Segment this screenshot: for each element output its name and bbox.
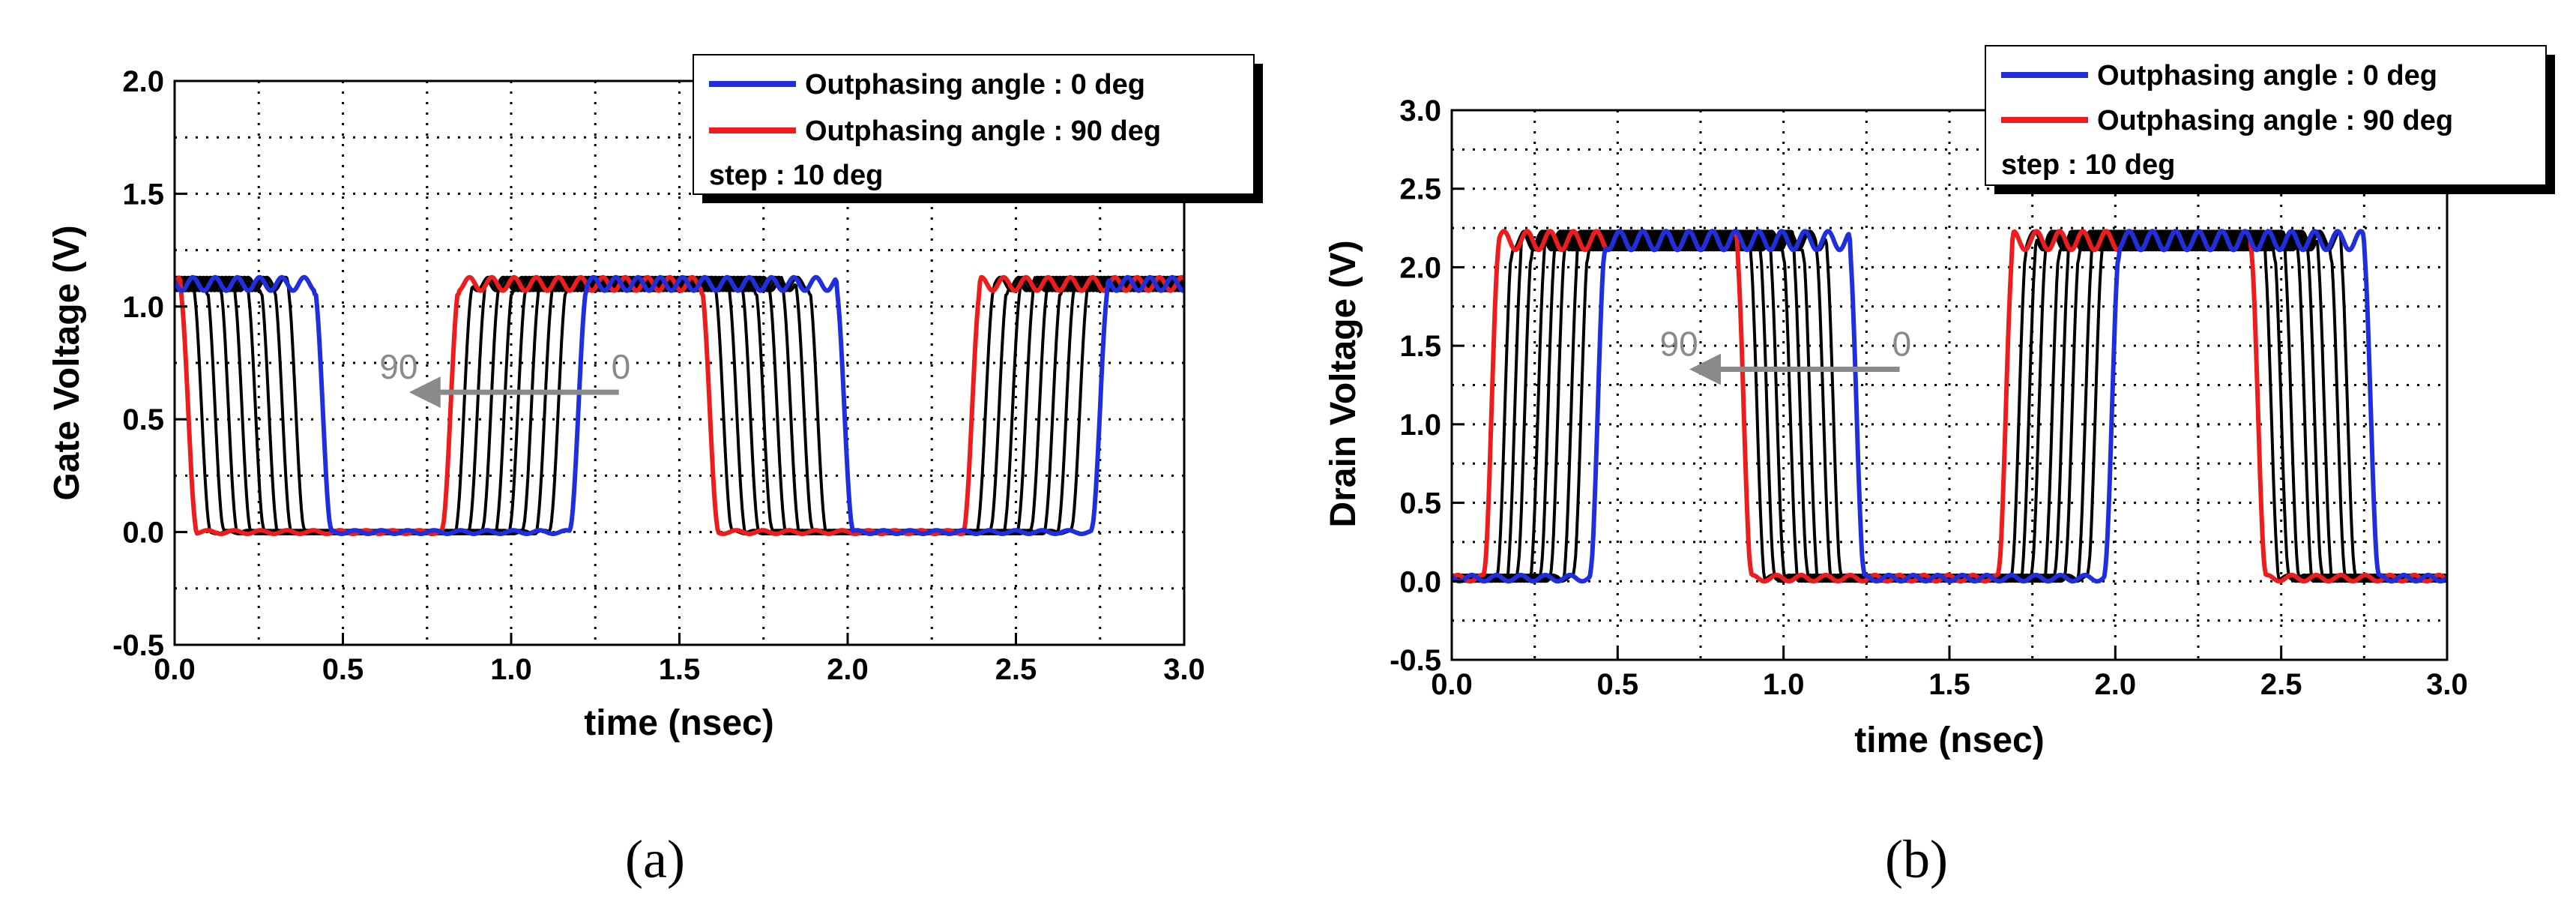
y-tick-label: 0.5 (122, 403, 164, 436)
x-tick-label: 0.0 (154, 653, 196, 686)
x-tick-label: 2.0 (2095, 668, 2137, 701)
x-tick-label: 1.5 (659, 653, 701, 686)
panel-b-drain-voltage-chart: 0.0 0.5 1.0 1.5 2.0 2.5 3.0-0.50.00.51.01.52.0… (1324, 45, 2555, 889)
x-tick-label: 2.5 (995, 653, 1037, 686)
legend-step-label: step : 10 deg (2001, 149, 2175, 181)
y-tick-label: 1.5 (122, 178, 164, 211)
y-tick-label: -0.5 (1390, 644, 1441, 677)
y-tick-label: 3.0 (1399, 94, 1441, 127)
x-tick-label: 0.0 (1431, 668, 1473, 701)
series-group (1452, 229, 2447, 584)
series-group (175, 274, 1184, 536)
x-axis-label: time (nsec) (1854, 721, 2044, 760)
series-line-0-deg (175, 274, 1184, 536)
x-tick-label: 3.0 (1163, 653, 1205, 686)
annotation-end-label: 90 (379, 347, 417, 386)
panel-caption: (a) (625, 829, 685, 889)
x-tick-label: 2.5 (2260, 668, 2302, 701)
angle-shift-annotation: 0 90 (1660, 325, 1912, 385)
y-tick-label: 2.0 (1399, 251, 1441, 284)
annotation-end-label: 90 (1660, 325, 1698, 364)
panel-caption: (b) (1885, 829, 1948, 889)
y-tick-label: 0.5 (1399, 487, 1441, 520)
legend-label-0deg: Outphasing angle : 0 deg (805, 69, 1145, 100)
x-tick-label: 1.0 (490, 653, 532, 686)
legend-label-0deg: Outphasing angle : 0 deg (2097, 60, 2437, 91)
legend-box (693, 54, 1255, 195)
y-tick-label: 1.0 (1399, 409, 1441, 442)
legend: Outphasing angle : 0 deg Outphasing angl… (1985, 45, 2555, 194)
axis-ticks: 0.0 0.5 1.0 1.5 2.0 2.5 3.0-0.50.00.51.01.52.0… (1390, 94, 2468, 701)
y-tick-label: 0.0 (1399, 565, 1441, 598)
y-tick-label: 1.0 (122, 291, 164, 324)
x-tick-label: 3.0 (2426, 668, 2468, 701)
x-tick-label: 1.5 (1928, 668, 1970, 701)
y-axis-label: Drain Voltage (V) (1324, 240, 1363, 527)
legend-box (1985, 45, 2547, 186)
x-tick-label: 0.5 (322, 653, 364, 686)
y-tick-label: 1.5 (1399, 330, 1441, 363)
legend-label-90deg: Outphasing angle : 90 deg (805, 115, 1161, 147)
y-tick-label: 2.5 (1399, 173, 1441, 206)
y-tick-label: 2.0 (122, 65, 164, 98)
x-axis-label: time (nsec) (584, 703, 773, 743)
y-tick-label: -0.5 (112, 629, 164, 662)
x-tick-label: 1.0 (1763, 668, 1805, 701)
x-tick-label: 0.5 (1597, 668, 1639, 701)
legend: Outphasing angle : 0 deg Outphasing angl… (693, 54, 1263, 203)
legend-step-label: step : 10 deg (709, 160, 883, 191)
annotation-start-label: 0 (612, 347, 631, 386)
annotation-start-label: 0 (1892, 325, 1912, 364)
angle-shift-annotation: 0 90 (379, 347, 631, 409)
series-line-90-deg (175, 274, 1184, 536)
x-tick-label: 2.0 (827, 653, 869, 686)
panel-a-gate-voltage-chart: 0.0 0.5 1.0 1.5 2.0 2.5 3.0-0.50.00.51.01.52.0… (47, 54, 1263, 889)
series-line-0-deg (1452, 229, 2447, 584)
y-axis-label: Gate Voltage (V) (47, 225, 87, 500)
legend-label-90deg: Outphasing angle : 90 deg (2097, 105, 2453, 136)
axis-ticks: 0.0 0.5 1.0 1.5 2.0 2.5 3.0-0.50.00.51.01.52.0 (112, 65, 1205, 686)
y-tick-label: 0.0 (122, 517, 164, 550)
